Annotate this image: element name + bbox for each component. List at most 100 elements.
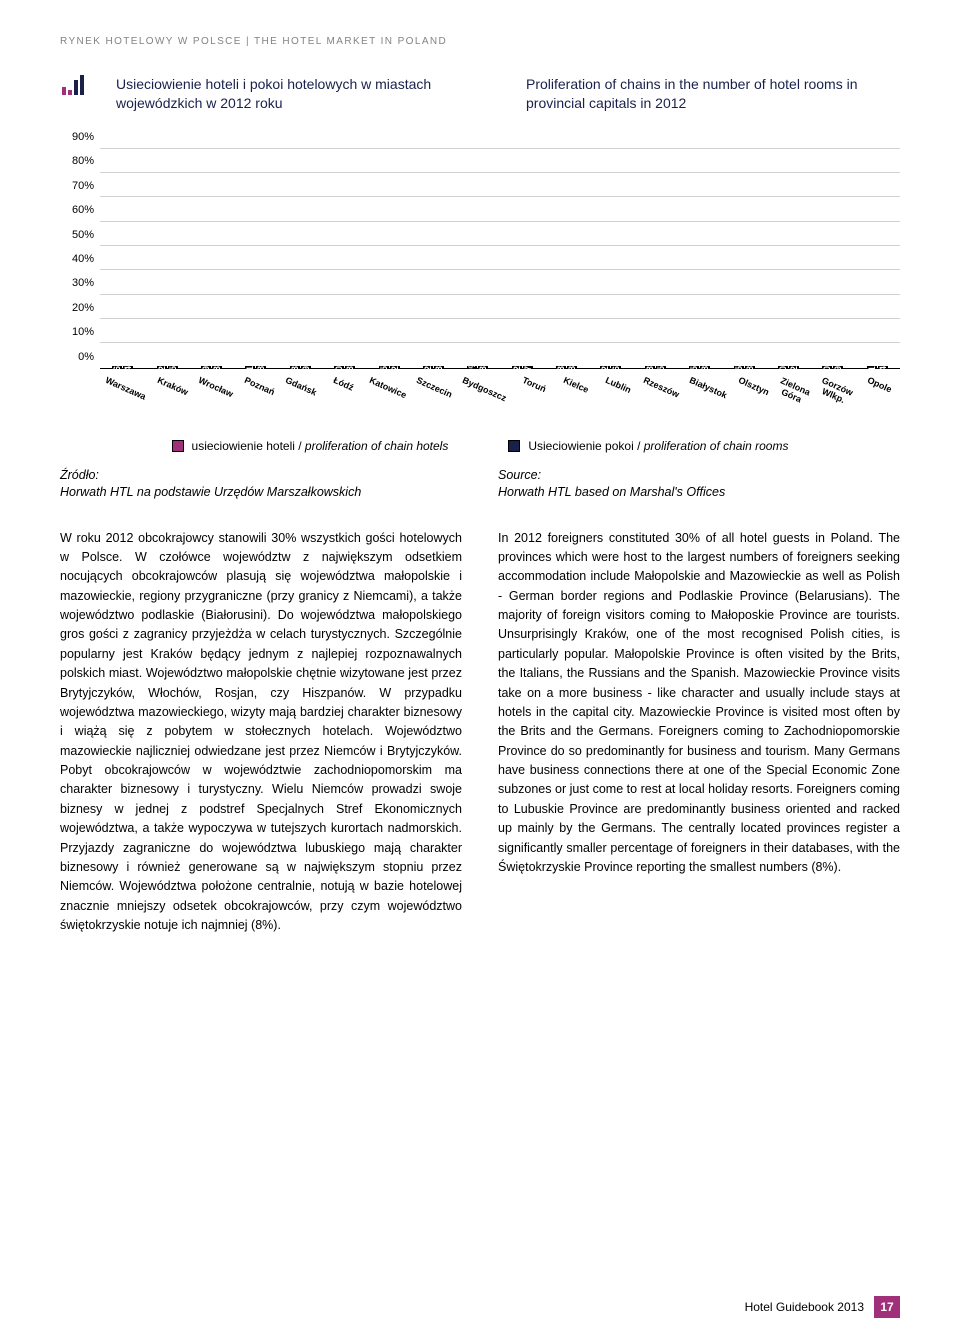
footer-text: Hotel Guidebook 2013 xyxy=(745,1300,864,1314)
city-group: 22%37% xyxy=(502,366,543,368)
x-label: Szczecin xyxy=(411,369,457,419)
city-group: 33%59% xyxy=(280,366,321,368)
city-group: 13%38% xyxy=(546,366,587,368)
source-left-text: Horwath HTL na podstawie Urzędów Marszał… xyxy=(60,485,361,499)
bar-rooms: 82% xyxy=(390,366,400,368)
x-label: Toruń xyxy=(512,369,554,419)
bar-rooms: 13% xyxy=(478,366,488,368)
city-group: 42%63% xyxy=(413,366,454,368)
page-number: 17 xyxy=(874,1296,900,1318)
y-tick: 30% xyxy=(72,277,94,289)
y-tick: 50% xyxy=(72,229,94,241)
bar-hotels: 65% xyxy=(379,366,389,368)
bar-rooms: 84% xyxy=(123,366,133,368)
x-label: Opole xyxy=(858,369,900,419)
bar-hotels: 22% xyxy=(512,366,522,368)
y-tick: 90% xyxy=(72,131,94,143)
city-group: 22%45% xyxy=(146,366,187,368)
y-tick: 60% xyxy=(72,204,94,216)
legend-rooms-pl: Usieciowienie pokoi / xyxy=(528,439,643,453)
legend-hotels-en: proliferation of chain hotels xyxy=(305,439,448,453)
x-label: Wrocław xyxy=(193,369,238,419)
bar-rooms: 59% xyxy=(301,366,311,368)
bar-rooms: 63% xyxy=(212,366,222,368)
bar-rooms: 63% xyxy=(434,366,444,368)
city-group: 21%58% xyxy=(235,366,276,368)
swatch-hotels xyxy=(172,440,184,452)
bar-hotels: 9% xyxy=(467,366,477,368)
bars-row: 56%84%22%45%39%63%21%58%33%59%50%73%65%8… xyxy=(100,149,900,368)
legend-rooms: Usieciowienie pokoi / proliferation of c… xyxy=(508,439,788,453)
city-group: 22%46% xyxy=(590,366,631,368)
x-label: Gorzów Wlkp. xyxy=(816,369,858,419)
city-group: 20%29% xyxy=(812,366,853,368)
x-label: Łódź xyxy=(322,369,364,419)
bar-hotels: 21% xyxy=(245,366,255,368)
legend-hotels-pl: usieciowienie hoteli / xyxy=(192,439,305,453)
x-label: Lublin xyxy=(596,369,638,419)
chart-header: Usieciowienie hoteli i pokoi hotelowych … xyxy=(60,75,900,113)
bar-rooms: 38% xyxy=(745,366,755,368)
y-tick: 0% xyxy=(78,351,94,363)
bar-rooms: 12% xyxy=(789,366,799,368)
bar-hotels: 25% xyxy=(734,366,744,368)
bar-hotels: 39% xyxy=(201,366,211,368)
bar-hotels: 10% xyxy=(778,366,788,368)
x-label: Warszawa xyxy=(100,369,151,419)
body-columns: W roku 2012 obcokrajowcy stanowili 30% w… xyxy=(60,529,900,936)
y-tick: 40% xyxy=(72,253,94,265)
bar-rooms: 58% xyxy=(256,366,266,368)
x-label: Poznań xyxy=(238,369,280,419)
bar-hotels: 20% xyxy=(822,366,832,368)
legend-rooms-en: proliferation of chain rooms xyxy=(644,439,789,453)
bar-rooms: 29% xyxy=(833,366,843,368)
bar-hotels: 11% xyxy=(867,366,877,368)
bar-rooms: 34% xyxy=(878,366,888,368)
bar-hotels: 56% xyxy=(112,366,122,368)
swatch-rooms xyxy=(508,440,520,452)
body-right: In 2012 foreigners constituted 30% of al… xyxy=(498,529,900,936)
city-group: 39%63% xyxy=(191,366,232,368)
bar-hotels: 22% xyxy=(157,366,167,368)
header-breadcrumb: RYNEK HOTELOWY W POLSCE | THE HOTEL MARK… xyxy=(60,36,900,47)
bar-chart: 0%10%20%30%40%50%60%70%80%90% 56%84%22%4… xyxy=(60,149,900,419)
sources: Źródło: Horwath HTL na podstawie Urzędów… xyxy=(60,467,900,501)
city-group: 25%38% xyxy=(723,366,764,368)
page: RYNEK HOTELOWY W POLSCE | THE HOTEL MARK… xyxy=(0,0,960,1340)
bar-rooms: 48% xyxy=(700,366,710,368)
city-group: 56%84% xyxy=(102,366,143,368)
y-tick: 80% xyxy=(72,155,94,167)
bar-hotels: 50% xyxy=(334,366,344,368)
chart-title-right: Proliferation of chains in the number of… xyxy=(526,75,900,113)
x-label: Katowice xyxy=(364,369,412,419)
source-right-text: Horwath HTL based on Marshal's Offices xyxy=(498,485,725,499)
y-axis: 0%10%20%30%40%50%60%70%80%90% xyxy=(60,149,98,369)
bar-rooms: 38% xyxy=(567,366,577,368)
chart-title-left: Usieciowienie hoteli i pokoi hotelowych … xyxy=(116,75,490,113)
y-tick: 10% xyxy=(72,326,94,338)
city-group: 11%34% xyxy=(857,366,898,368)
x-label: Kraków xyxy=(151,369,193,419)
city-group: 65%82% xyxy=(368,366,409,368)
bar-rooms: 46% xyxy=(611,366,621,368)
x-label: Kielce xyxy=(554,369,596,419)
source-left-label: Źródło: xyxy=(60,468,99,482)
city-group: 10%12% xyxy=(768,366,809,368)
city-group: 50%73% xyxy=(324,366,365,368)
x-label: Białystok xyxy=(684,369,732,419)
legend: usieciowienie hoteli / proliferation of … xyxy=(60,439,900,453)
city-group: 9%13% xyxy=(457,366,498,368)
x-label: Olsztyn xyxy=(732,369,774,419)
bar-hotels: 42% xyxy=(423,366,433,368)
body-left: W roku 2012 obcokrajowcy stanowili 30% w… xyxy=(60,529,462,936)
bar-rooms: 73% xyxy=(345,366,355,368)
y-tick: 70% xyxy=(72,180,94,192)
bar-hotels: 13% xyxy=(645,366,655,368)
bar-hotels: 22% xyxy=(600,366,610,368)
bar-hotels: 13% xyxy=(556,366,566,368)
source-right-label: Source: xyxy=(498,468,541,482)
city-group: 13%25% xyxy=(635,366,676,368)
bar-rooms: 45% xyxy=(168,366,178,368)
x-label: Gdańsk xyxy=(280,369,322,419)
x-label: Rzeszów xyxy=(638,369,684,419)
